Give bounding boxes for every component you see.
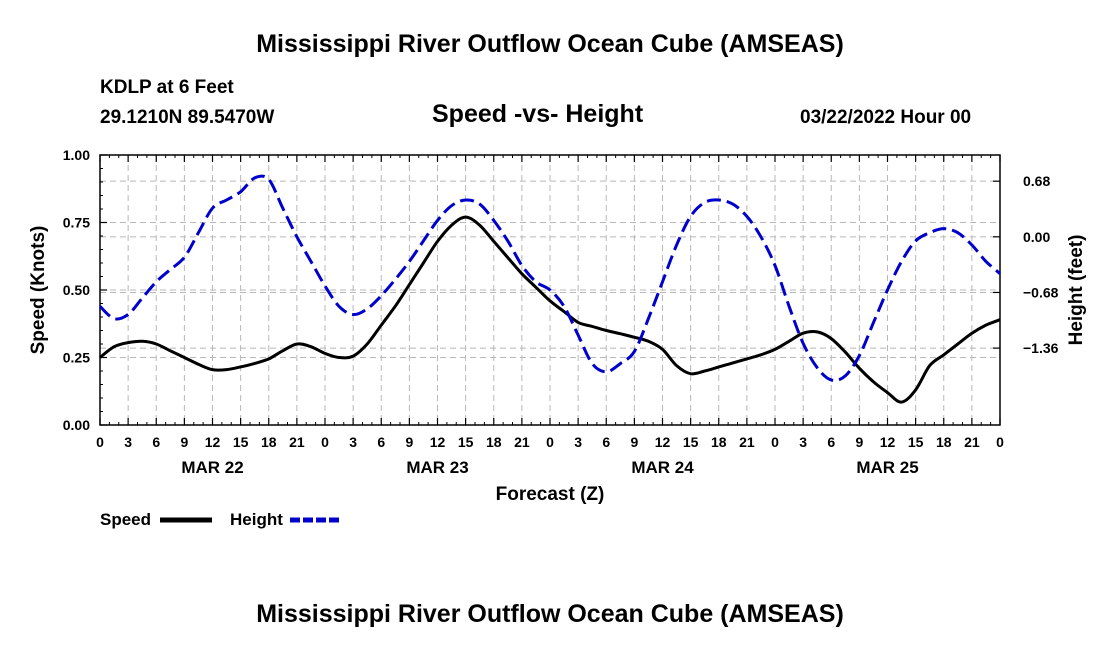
- x-tick-label: 3: [349, 434, 357, 450]
- x-tick-label: 6: [377, 434, 385, 450]
- y-tick-label: 0.25: [63, 350, 90, 366]
- x-tick-label: 12: [880, 434, 896, 450]
- y2-tick-label: −1.36: [1023, 340, 1059, 356]
- x-tick-label: 0: [96, 434, 104, 450]
- x-axis-label: Forecast (Z): [496, 484, 605, 505]
- x-tick-label: 18: [261, 434, 277, 450]
- date-label: MAR 24: [631, 458, 694, 477]
- x-tick-label: 0: [996, 434, 1004, 450]
- x-tick-label: 15: [908, 434, 924, 450]
- x-tick-label: 15: [683, 434, 699, 450]
- x-tick-label: 21: [514, 434, 530, 450]
- x-tick-label: 21: [739, 434, 755, 450]
- x-tick-label: 6: [602, 434, 610, 450]
- axis-ticks: [99, 154, 1001, 426]
- x-tick-label: 0: [771, 434, 779, 450]
- x-tick-label: 12: [430, 434, 446, 450]
- x-tick-label: 0: [546, 434, 554, 450]
- x-tick-label: 18: [486, 434, 502, 450]
- x-tick-label: 0: [321, 434, 329, 450]
- x-tick-label: 6: [827, 434, 835, 450]
- date-label: MAR 23: [406, 458, 468, 477]
- height-series-line: [98, 174, 1001, 383]
- x-tick-label: 18: [711, 434, 727, 450]
- y2-tick-label: 0.00: [1023, 229, 1050, 245]
- y-tick-label: 0.50: [63, 282, 90, 298]
- coordinates-label: 29.1210N 89.5470W: [100, 107, 275, 128]
- x-tick-label: 3: [574, 434, 582, 450]
- y2-tick-label: −0.68: [1023, 284, 1059, 300]
- x-tick-label: 12: [655, 434, 671, 450]
- x-tick-label: 21: [964, 434, 980, 450]
- legend: Speed Height: [100, 510, 342, 529]
- date-label: 03/22/2022 Hour 00: [800, 107, 972, 128]
- series-lines: [98, 174, 1001, 404]
- x-tick-label: 15: [233, 434, 249, 450]
- y-tick-label: 1.00: [63, 147, 90, 163]
- footer-title: Mississippi River Outflow Ocean Cube (AM…: [256, 600, 844, 628]
- x-tick-label: 3: [124, 434, 132, 450]
- legend-height-label: Height: [230, 510, 283, 529]
- station-label: KDLP at 6 Feet: [100, 77, 234, 98]
- y-tick-label: 0.75: [63, 215, 90, 231]
- legend-speed-label: Speed: [100, 510, 151, 529]
- date-label: MAR 25: [856, 458, 918, 477]
- chart-subtitle: Speed -vs- Height: [432, 100, 644, 128]
- x-tick-label: 6: [152, 434, 160, 450]
- date-label: MAR 22: [181, 458, 243, 477]
- x-tick-label: 3: [799, 434, 807, 450]
- x-tick-label: 15: [458, 434, 474, 450]
- x-tick-label: 12: [205, 434, 221, 450]
- chart-title: Mississippi River Outflow Ocean Cube (AM…: [256, 30, 844, 58]
- x-tick-label: 9: [405, 434, 413, 450]
- x-tick-label: 9: [180, 434, 188, 450]
- x-tick-label: 9: [630, 434, 638, 450]
- x-tick-label: 21: [289, 434, 305, 450]
- x-tick-label: 9: [855, 434, 863, 450]
- y2-tick-label: 0.68: [1023, 173, 1050, 189]
- y2-axis-label: Height (feet): [1066, 235, 1087, 346]
- speed-series-line: [99, 215, 1001, 404]
- y-tick-label: 0.00: [63, 417, 90, 433]
- x-tick-label: 18: [936, 434, 952, 450]
- tick-labels: 0 3 6 9 12 15 18 21 0 3 6 9 12 15 18 21 0 3 6 9 12 15 18 21 0 3 6 9…: [63, 147, 1059, 477]
- y-axis-label: Speed (Knots): [28, 226, 49, 355]
